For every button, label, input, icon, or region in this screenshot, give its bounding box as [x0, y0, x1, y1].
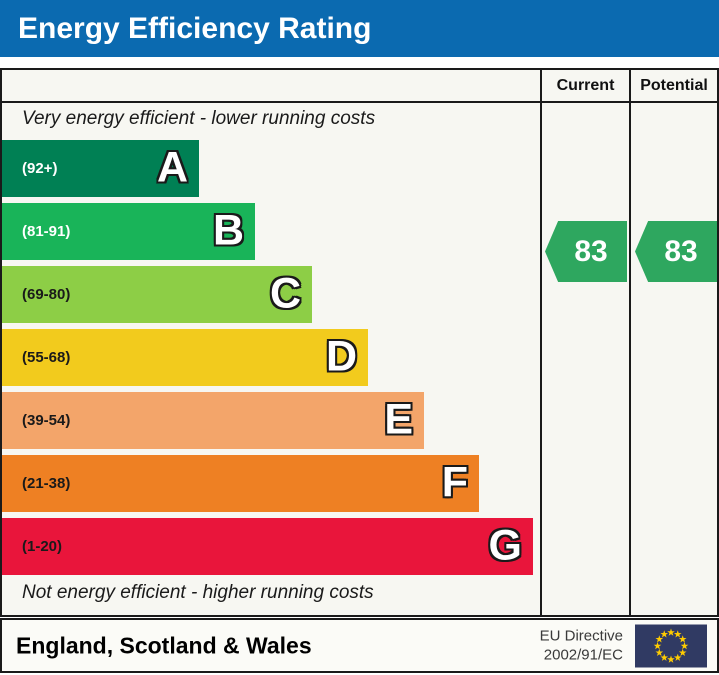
- current-rating-value: 83: [574, 234, 608, 268]
- band-letter: D: [325, 332, 357, 381]
- eu-directive-text: EU Directive 2002/91/EC: [539, 627, 623, 664]
- band-letter: C: [269, 269, 301, 318]
- band-range-label: (81-91): [22, 223, 71, 240]
- band-letter: F: [441, 458, 468, 507]
- current-rating-arrow: 83: [545, 221, 627, 282]
- rating-table: Current Potential Very energy efficient …: [0, 68, 719, 617]
- current-column-header: Current: [556, 77, 615, 94]
- band-range-label: (69-80): [22, 286, 71, 303]
- band-g: (1-20) G: [2, 518, 533, 575]
- band-letter: B: [212, 206, 244, 255]
- eu-flag-icon: [635, 624, 707, 667]
- band-c: (69-80) C: [2, 266, 312, 323]
- table-header-row: [2, 70, 717, 103]
- band-f: (21-38) F: [2, 455, 479, 512]
- column-divider: [540, 70, 542, 615]
- band-range-label: (1-20): [22, 538, 63, 555]
- band-a: (92+) A: [2, 140, 199, 197]
- region-label: England, Scotland & Wales: [16, 632, 312, 658]
- band-range-label: (21-38): [22, 475, 71, 492]
- page-title: Energy Efficiency Rating: [18, 11, 372, 45]
- band-range-label: (92+): [22, 160, 58, 177]
- potential-column-header: Potential: [640, 77, 708, 94]
- top-caption: Very energy efficient - lower running co…: [22, 108, 376, 129]
- potential-rating-arrow: 83: [635, 221, 717, 282]
- band-letter: E: [384, 395, 413, 444]
- footer-bar: England, Scotland & Wales EU Directive 2…: [0, 618, 719, 673]
- title-bar: Energy Efficiency Rating: [0, 0, 719, 57]
- band-letter: G: [488, 521, 522, 570]
- band-b: (81-91) B: [2, 203, 255, 260]
- potential-rating-value: 83: [664, 234, 698, 268]
- band-e: (39-54) E: [2, 392, 424, 449]
- band-range-label: (55-68): [22, 349, 71, 366]
- band-range-label: (39-54): [22, 412, 71, 429]
- band-letter: A: [156, 143, 188, 192]
- band-d: (55-68) D: [2, 329, 368, 386]
- bottom-caption: Not energy efficient - higher running co…: [22, 582, 374, 603]
- column-divider: [629, 70, 631, 615]
